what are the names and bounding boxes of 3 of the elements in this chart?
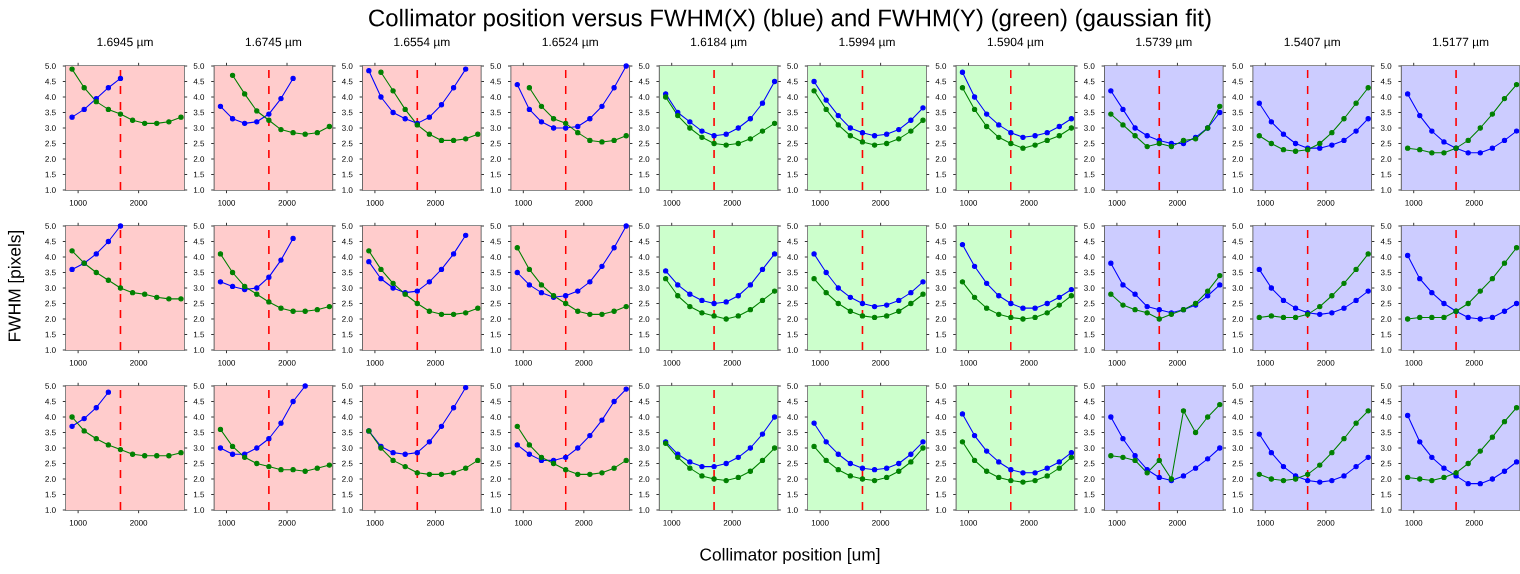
- text: Collimator position versus FWHM(X) (blue) and FWHM(Y) (green) (gaussian fit): [369, 8, 1211, 32]
- text: FWHM [pixels]: [7, 230, 25, 341]
- text: Collimator position [um]: [700, 547, 880, 565]
